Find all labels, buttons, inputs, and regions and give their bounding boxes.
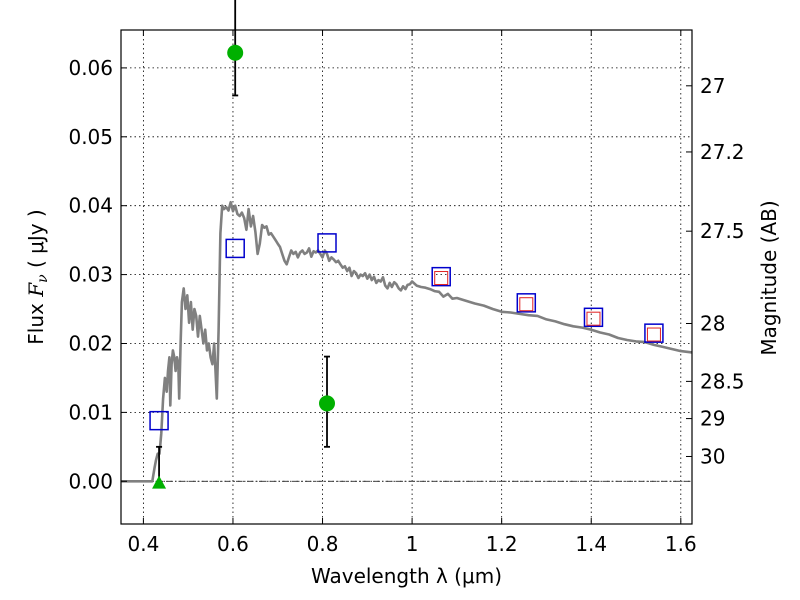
detection-point <box>319 395 336 412</box>
x-tick-label: 0.8 <box>307 532 339 556</box>
model-spectrum <box>121 200 693 483</box>
model-photometry-square <box>149 410 169 431</box>
y-axis-title-suffix: ( μJy ) <box>24 209 48 274</box>
y2-axis-title: Magnitude (AB) <box>757 200 781 355</box>
grid <box>121 30 692 524</box>
y-tick-label: 0.04 <box>68 194 113 218</box>
model-photometry-square <box>583 307 604 328</box>
detection-point <box>227 44 244 61</box>
plot-frame <box>120 29 693 525</box>
y2-tick-label: 28.5 <box>700 369 745 393</box>
y-tick-label: 0.00 <box>68 469 113 493</box>
x-tick-label: 1 <box>406 532 419 556</box>
x-axis-title: Wavelength λ (μm) <box>311 564 502 588</box>
y2-tick-label: 29 <box>700 407 725 431</box>
y-axis-title-prefix: Flux <box>24 297 48 345</box>
y-axis-title-symbol: F <box>24 282 48 298</box>
x-tick-label: 1.2 <box>486 532 518 556</box>
model-photometry-square <box>516 293 537 313</box>
y-tick-label: 0.02 <box>68 331 113 355</box>
axis-ticks: 0.4 0.6 0.8 1 1.2 1.4 1.6 0.00 0.01 0.02 0.03 0.04 0… <box>68 30 745 556</box>
upper-limit-triangle <box>152 475 167 489</box>
model-photometry-square <box>431 266 451 287</box>
y2-tick-label: 28 <box>700 312 725 336</box>
observed-photometry-square <box>434 271 449 286</box>
y-tick-label: 0.05 <box>68 125 113 149</box>
model-photometry-square <box>317 233 337 253</box>
y2-tick-label: 30 <box>700 444 725 468</box>
y-tick-label: 0.01 <box>68 400 113 424</box>
y2-tick-label: 27.2 <box>700 140 745 164</box>
y2-tick-label: 27.5 <box>700 219 745 243</box>
observed-photometry-square <box>646 327 661 342</box>
x-tick-label: 0.6 <box>217 532 249 556</box>
model-photometry-square <box>644 323 664 343</box>
observed-photometry-square <box>586 311 601 326</box>
y-tick-label: 0.06 <box>68 56 113 80</box>
y-tick-label: 0.03 <box>68 263 113 287</box>
x-tick-label: 1.4 <box>575 532 607 556</box>
x-tick-label: 1.6 <box>665 532 697 556</box>
model-photometry-square <box>225 238 245 259</box>
data-markers <box>149 0 664 489</box>
y-axis-title-subscript: ν <box>35 274 51 283</box>
y-axis-title: Flux Fν ( μJy ) <box>24 209 51 344</box>
model-spectrum-line <box>121 200 693 483</box>
observed-photometry-square <box>519 297 534 312</box>
x-tick-label: 0.4 <box>127 532 159 556</box>
y2-tick-label: 27 <box>700 74 725 98</box>
